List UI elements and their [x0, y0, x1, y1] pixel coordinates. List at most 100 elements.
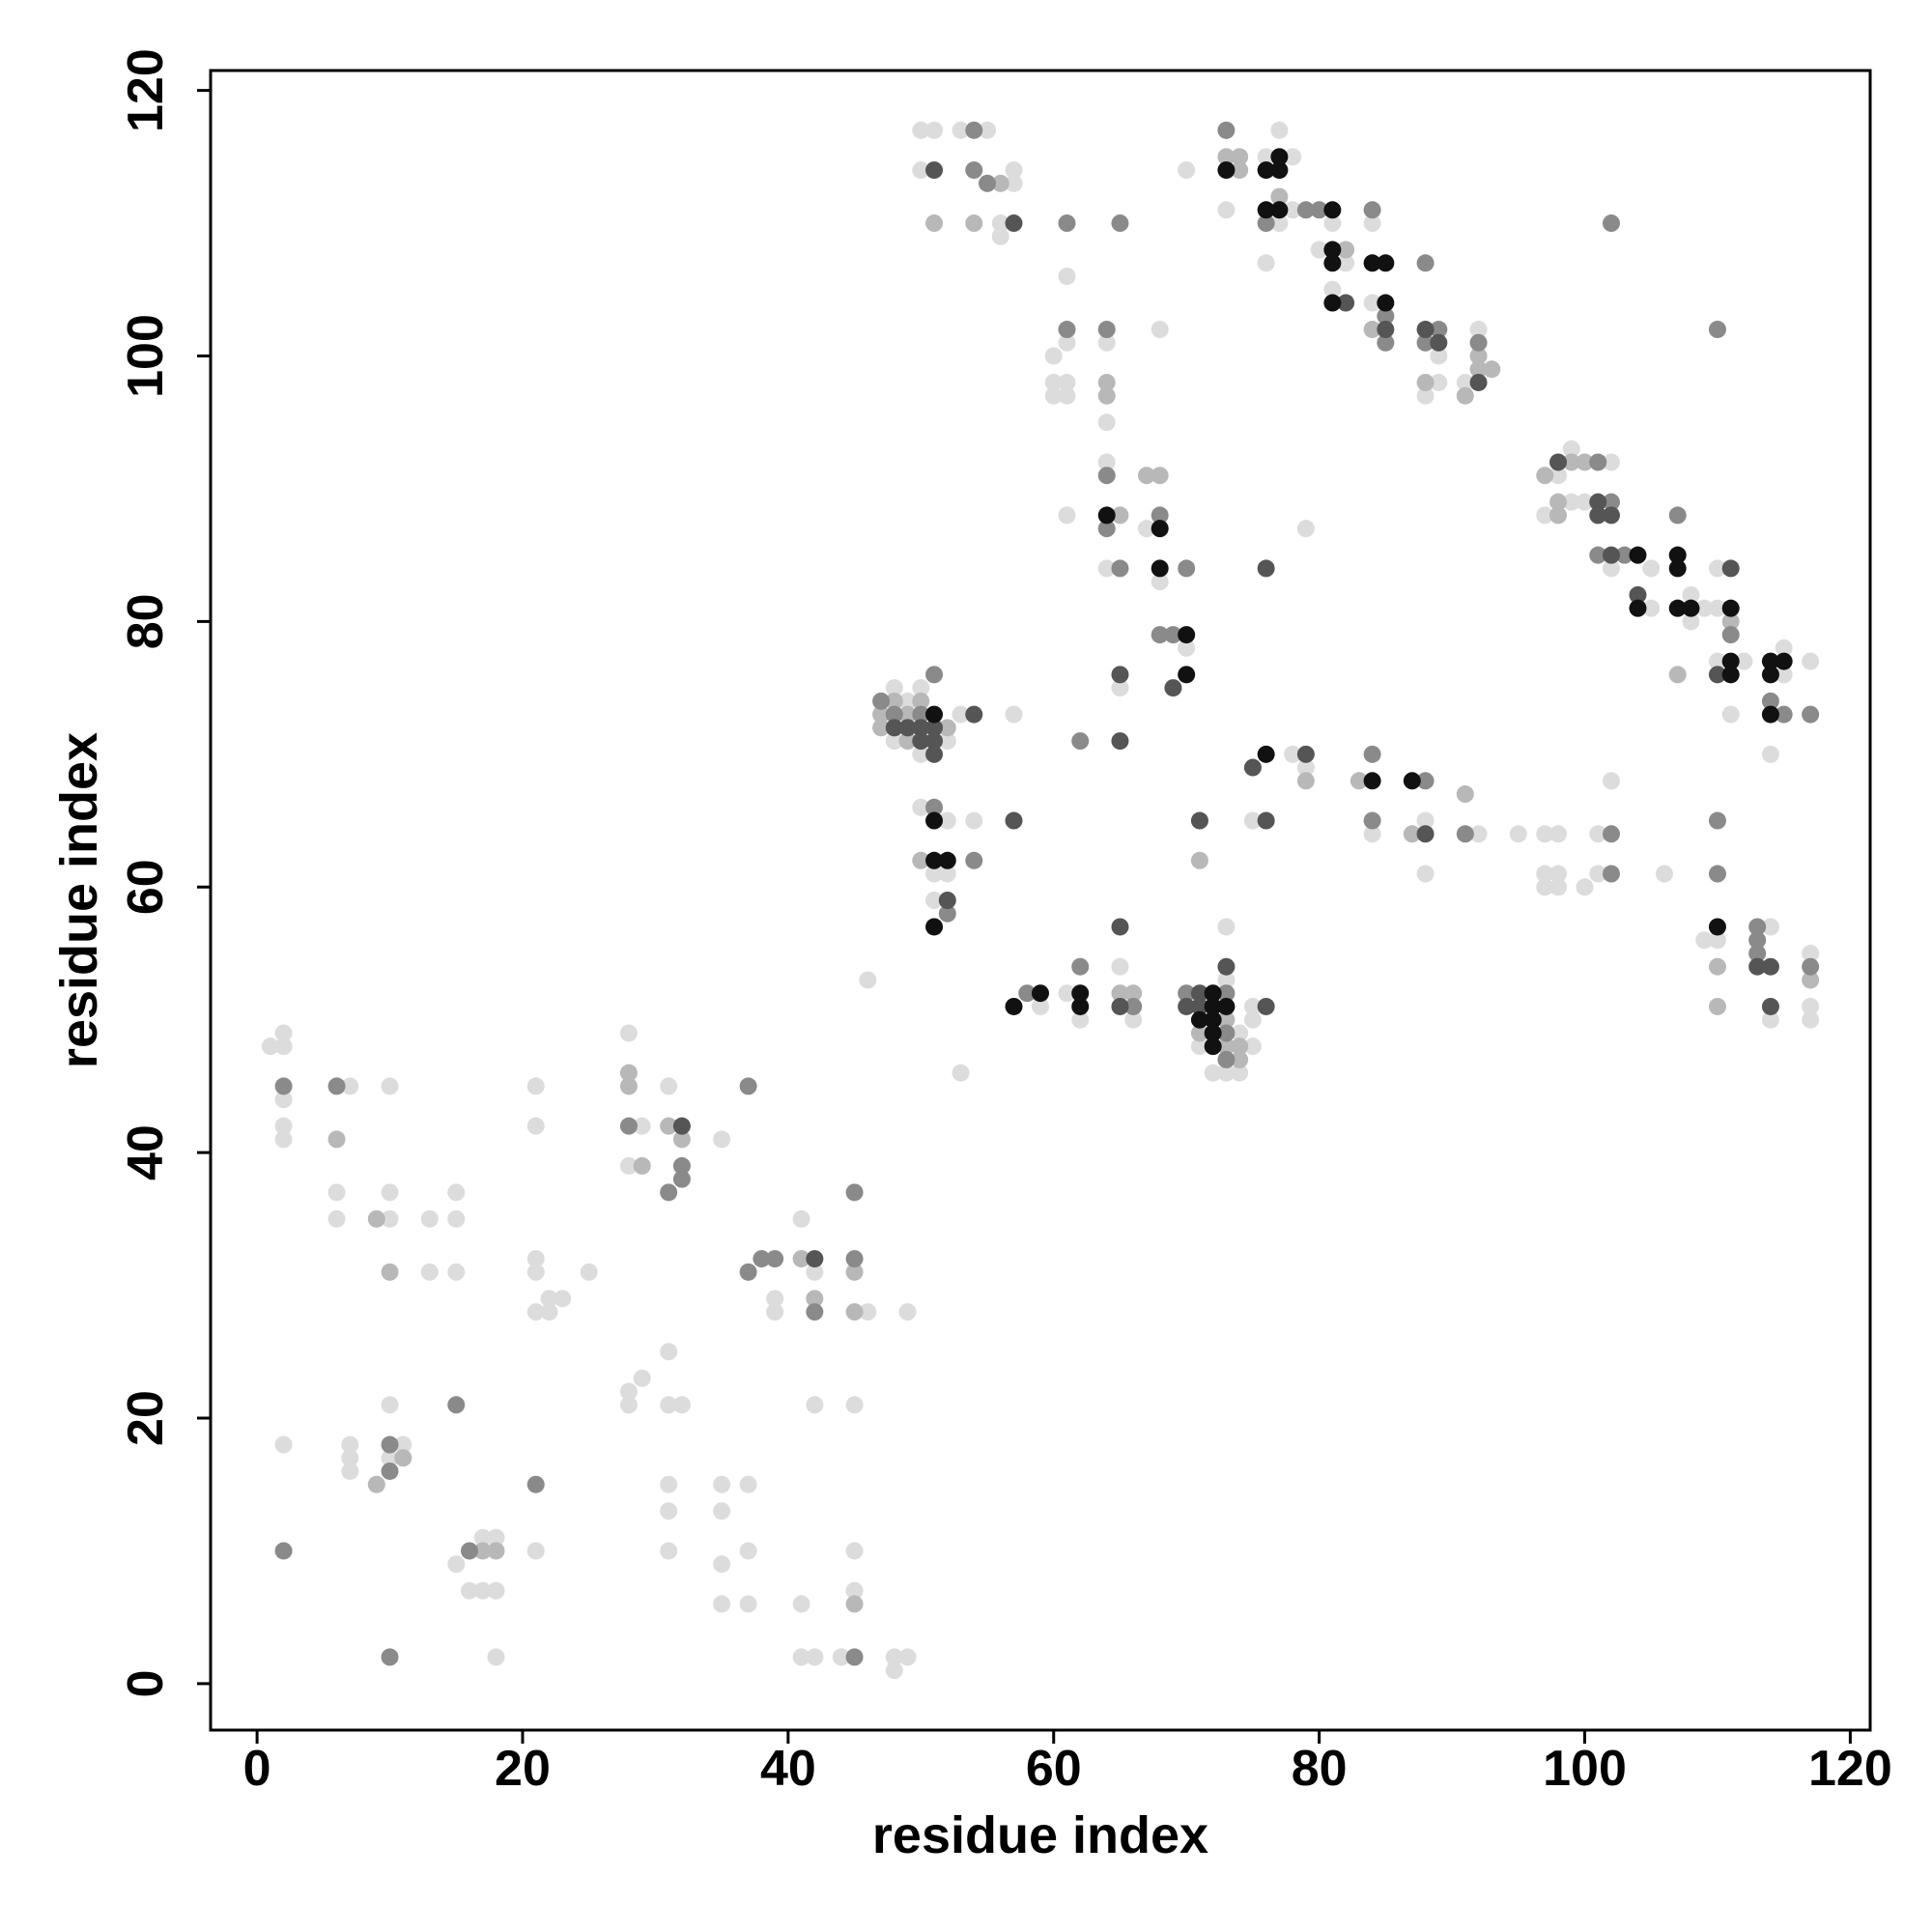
point [872, 705, 891, 724]
point [1217, 997, 1236, 1015]
x-tick-label: 40 [760, 1741, 816, 1797]
point [1231, 1064, 1249, 1082]
point [1217, 161, 1236, 180]
point [526, 1475, 545, 1493]
point [394, 1449, 412, 1467]
point [766, 1250, 784, 1268]
y-tick-label: 0 [118, 1669, 174, 1697]
x-tick-label: 60 [1026, 1741, 1082, 1797]
point [898, 732, 917, 751]
point [1097, 386, 1116, 405]
point [1761, 652, 1779, 670]
point [274, 1077, 293, 1095]
point [1097, 373, 1116, 391]
point [1178, 639, 1196, 657]
point [261, 1037, 279, 1056]
point [1296, 520, 1315, 538]
point [1257, 201, 1275, 219]
point [1217, 201, 1236, 219]
point [1469, 373, 1488, 391]
point [420, 1209, 439, 1228]
point [1204, 1024, 1222, 1042]
point [487, 1528, 505, 1547]
point [965, 161, 983, 180]
point [1217, 957, 1236, 976]
point [1284, 745, 1302, 763]
point [1071, 1010, 1090, 1029]
point [1576, 453, 1594, 471]
point [1802, 652, 1820, 670]
point [925, 732, 944, 751]
point [1549, 878, 1568, 896]
point [739, 1542, 757, 1560]
point [1562, 493, 1580, 511]
point [1111, 732, 1129, 751]
point [420, 1263, 439, 1281]
point [341, 1449, 359, 1467]
point [1190, 811, 1208, 830]
point [1204, 1037, 1222, 1056]
point [845, 1396, 864, 1414]
point [898, 692, 917, 710]
point [1708, 666, 1726, 684]
point [952, 705, 970, 724]
point [885, 1662, 903, 1680]
point [1204, 984, 1222, 1003]
point [965, 811, 983, 830]
point [1231, 161, 1249, 180]
point [1589, 506, 1607, 525]
point [1416, 772, 1435, 790]
point [1243, 1010, 1262, 1029]
point [1151, 573, 1169, 591]
point [660, 1117, 678, 1135]
point [1708, 321, 1726, 339]
point [1058, 373, 1076, 391]
point [912, 161, 930, 180]
point [1536, 825, 1554, 843]
point [766, 1303, 784, 1321]
point [1802, 957, 1820, 976]
point [619, 1156, 638, 1175]
point [1111, 559, 1129, 578]
point [367, 1475, 385, 1493]
point [925, 798, 944, 816]
point [898, 719, 917, 737]
x-tick-label: 80 [1292, 1741, 1348, 1797]
point [1456, 373, 1474, 391]
point [1005, 705, 1023, 724]
point [965, 121, 983, 139]
point [1721, 626, 1740, 644]
point [1204, 997, 1222, 1015]
point [526, 1077, 545, 1095]
point [1642, 559, 1661, 578]
point [1748, 931, 1767, 950]
point [1217, 1064, 1236, 1082]
point [1642, 599, 1661, 617]
point [713, 1502, 731, 1520]
point [925, 161, 944, 180]
point [327, 1209, 346, 1228]
point [367, 1209, 385, 1228]
point [1058, 214, 1076, 233]
point [912, 705, 930, 724]
point [473, 1581, 492, 1600]
point [1097, 321, 1116, 339]
point [487, 1648, 505, 1666]
point [1629, 546, 1647, 564]
point [1044, 347, 1063, 365]
point [1721, 652, 1740, 670]
point [1602, 214, 1620, 233]
point [1124, 984, 1143, 1003]
point [1708, 811, 1726, 830]
point [1018, 984, 1037, 1003]
point [1576, 493, 1594, 511]
point [1257, 254, 1275, 272]
point [1044, 373, 1063, 391]
point [1151, 506, 1169, 525]
point [912, 692, 930, 710]
point [1217, 1010, 1236, 1029]
point [1111, 666, 1129, 684]
point [381, 1263, 399, 1281]
point [1416, 321, 1435, 339]
point [991, 214, 1009, 233]
